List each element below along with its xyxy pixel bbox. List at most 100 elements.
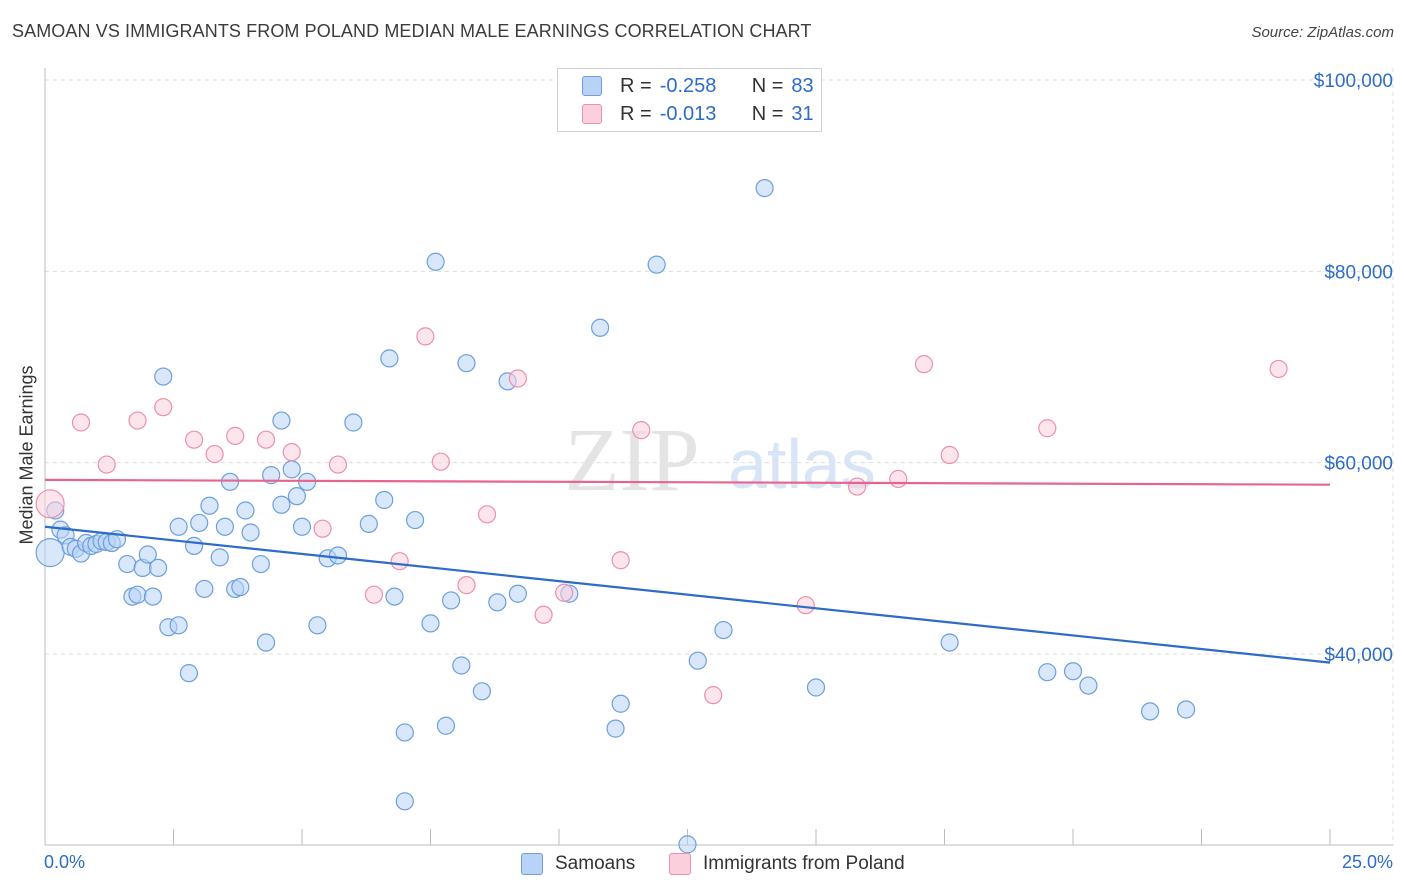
legend-swatch-pink [582, 104, 602, 124]
series-label-samoans: Samoans [555, 853, 636, 874]
poland-point [282, 443, 301, 462]
samoan-point [128, 585, 147, 604]
poland-point [704, 686, 723, 705]
samoan-point [488, 593, 507, 612]
y-tick-label: $40,000 [1324, 645, 1393, 666]
samoan-point [190, 513, 209, 533]
legend-n-value: 31 [791, 102, 814, 125]
poland-point [555, 583, 574, 602]
samoan-trend-line [44, 525, 1331, 664]
poland-point [477, 505, 497, 524]
series-swatch-pink [669, 853, 691, 875]
samoan-point [35, 537, 65, 568]
samoan-point [395, 792, 414, 811]
y-tick-label: $80,000 [1324, 262, 1393, 283]
chart-title: SAMOAN VS IMMIGRANTS FROM POLAND MEDIAN … [12, 21, 812, 41]
samoan-point [606, 719, 625, 738]
poland-point [848, 477, 867, 496]
samoan-point [282, 460, 301, 479]
series-label-poland: Immigrants from Poland [703, 853, 905, 874]
samoan-point [806, 678, 826, 697]
series-legend-samoans[interactable]: Samoans [521, 853, 635, 875]
poland-point [457, 576, 476, 595]
samoan-point [241, 523, 260, 542]
watermark-zip: ZIP [565, 411, 700, 510]
source-credit: Source: ZipAtlas.com [1251, 24, 1394, 41]
legend-r-label: R = [620, 102, 652, 125]
series-legend-poland[interactable]: Immigrants from Poland [669, 853, 905, 875]
samoan-point [195, 579, 214, 599]
poland-point [328, 455, 348, 474]
poland-point [611, 551, 630, 570]
series-swatch-blue [521, 853, 543, 875]
x-axis-max-label: 25.0% [1341, 852, 1393, 872]
samoan-point [328, 546, 348, 565]
samoan-point [308, 616, 327, 635]
data-points [35, 179, 1288, 854]
samoan-point [251, 554, 270, 574]
poland-point [128, 411, 147, 430]
samoan-point [940, 633, 959, 652]
poland-point [508, 369, 527, 388]
y-tick-label: $100,000 [1314, 71, 1393, 92]
samoan-point [1079, 676, 1098, 695]
samoan-point [611, 694, 630, 713]
poland-point [226, 426, 245, 445]
axes [44, 68, 1393, 846]
samoan-point [148, 558, 168, 578]
gridlines [45, 68, 1394, 845]
poland-point [364, 585, 384, 604]
poland-point [390, 552, 409, 571]
samoan-point [678, 835, 697, 854]
poland-point [205, 444, 224, 464]
poland-point [71, 413, 91, 432]
samoan-point [591, 318, 610, 337]
samoan-point [272, 495, 291, 514]
legend-n-label: N = [751, 74, 784, 97]
samoan-point [143, 587, 163, 606]
y-tick-label: $60,000 [1324, 454, 1393, 475]
samoan-point [688, 651, 707, 670]
samoan-point [452, 656, 471, 675]
poland-point [256, 430, 276, 449]
samoan-point [220, 472, 240, 491]
samoan-point [436, 716, 456, 735]
poland-point [416, 327, 435, 346]
samoan-point [118, 554, 137, 574]
samoan-point [1176, 700, 1196, 719]
samoan-point [385, 587, 404, 606]
legend-r-value: -0.013 [659, 102, 717, 125]
poland-point [914, 355, 934, 374]
samoan-point [714, 620, 733, 640]
samoan-point [1140, 702, 1160, 721]
poland-point [313, 519, 332, 538]
samoan-point [262, 466, 281, 485]
samoan-point [287, 487, 306, 506]
poland-point [184, 430, 204, 449]
samoan-point [138, 545, 157, 564]
samoan-point [395, 723, 414, 742]
poland-point [940, 445, 959, 465]
samoan-point [210, 548, 229, 567]
poland-point [431, 452, 450, 471]
poland-point [796, 596, 815, 615]
samoan-point [1063, 662, 1083, 681]
poland-point [1269, 359, 1288, 379]
legend-n-value: 83 [791, 74, 814, 97]
poland-point [534, 605, 553, 624]
samoan-point [236, 501, 255, 520]
poland-point [154, 398, 173, 417]
samoan-point [256, 633, 276, 652]
samoan-point [154, 367, 173, 386]
samoan-point [1038, 663, 1057, 682]
samoan-point [457, 354, 476, 373]
legend-row-poland: R = -0.013 N = 31 [558, 100, 814, 128]
samoan-point [231, 577, 250, 597]
poland-point [1038, 419, 1057, 438]
x-axis-min-label: 0.0% [44, 852, 86, 872]
legend-r-label: R = [620, 74, 652, 97]
samoan-point [200, 496, 219, 515]
samoan-point [421, 614, 440, 633]
legend-swatch-blue [582, 76, 602, 96]
